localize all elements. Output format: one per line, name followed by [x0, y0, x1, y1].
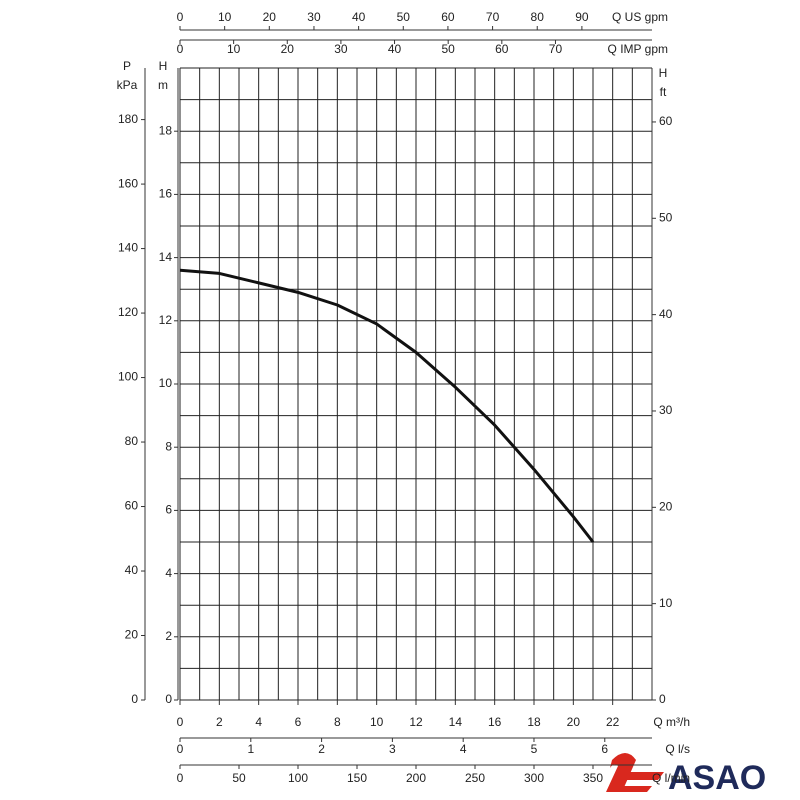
x2-tick-label: 0 [177, 42, 184, 56]
axis-label: Q US gpm [612, 10, 668, 24]
axis-label: H [659, 66, 668, 80]
x2-tick-label: 150 [347, 771, 367, 785]
axis-label: Q IMP gpm [608, 42, 668, 56]
y-axis-label: H [159, 59, 168, 73]
axis-label: P [123, 59, 131, 73]
y-tick-label: 2 [165, 629, 172, 643]
y2-tick-label: 30 [659, 403, 673, 417]
x-tick-label: 22 [606, 715, 620, 729]
axis-label: Q l/min [652, 771, 690, 785]
x2-tick-label: 60 [441, 10, 455, 24]
y2-tick-label: 60 [125, 499, 139, 513]
logo: ASAO [606, 753, 766, 797]
x-tick-label: 2 [216, 715, 223, 729]
y-tick-label: 6 [165, 503, 172, 517]
x2-tick-label: 0 [177, 10, 184, 24]
y-tick-label: 18 [159, 123, 173, 137]
curve [179, 268, 595, 543]
y-tick-label: 14 [159, 250, 173, 264]
x-tick-label: 20 [567, 715, 581, 729]
y2-tick-label: 140 [118, 241, 138, 255]
y2-tick-label: 50 [659, 210, 673, 224]
x2-tick-label: 0 [177, 771, 184, 785]
y2-tick-label: 100 [118, 370, 138, 384]
x2-tick-label: 70 [549, 42, 563, 56]
y2-tick-label: 120 [118, 305, 138, 319]
y2-tick-label: 40 [125, 563, 139, 577]
y-axis-label: m [158, 78, 168, 92]
y-tick-label: 10 [159, 376, 173, 390]
x2-tick-label: 20 [263, 10, 277, 24]
x2-tick-label: 50 [397, 10, 411, 24]
x2-tick-label: 100 [288, 771, 308, 785]
x-tick-label: 8 [334, 715, 341, 729]
y-tick-label: 0 [165, 692, 172, 706]
x2-tick-label: 2 [318, 742, 325, 756]
x-tick-label: 0 [177, 715, 184, 729]
x-tick-label: 18 [527, 715, 541, 729]
x2-tick-label: 1 [247, 742, 254, 756]
x-tick-label: 16 [488, 715, 502, 729]
x2-tick-label: 5 [531, 742, 538, 756]
x2-tick-label: 10 [218, 10, 232, 24]
x2-tick-label: 40 [352, 10, 366, 24]
x2-tick-label: 90 [575, 10, 589, 24]
y2-tick-label: 80 [125, 434, 139, 448]
x-axis-label: Q m³/h [653, 715, 690, 729]
x2-tick-label: 60 [495, 42, 509, 56]
x2-tick-label: 4 [460, 742, 467, 756]
x2-tick-label: 30 [307, 10, 321, 24]
x2-tick-label: 6 [601, 742, 608, 756]
x-tick-label: 14 [449, 715, 463, 729]
x2-tick-label: 0 [177, 742, 184, 756]
y2-tick-label: 0 [131, 692, 138, 706]
x2-tick-label: 200 [406, 771, 426, 785]
x2-tick-label: 350 [583, 771, 603, 785]
x2-tick-label: 70 [486, 10, 500, 24]
y-tick-label: 8 [165, 439, 172, 453]
y2-tick-label: 20 [659, 499, 673, 513]
y2-tick-label: 10 [659, 596, 673, 610]
axis-label: Q l/s [665, 742, 690, 756]
y-tick-label: 16 [159, 187, 173, 201]
logo-mark [606, 753, 636, 792]
y2-tick-label: 160 [118, 176, 138, 190]
axis-label: ft [660, 85, 667, 99]
y2-tick-label: 20 [125, 628, 139, 642]
logo-mark [619, 772, 664, 792]
x2-tick-label: 10 [227, 42, 241, 56]
x-tick-label: 6 [295, 715, 302, 729]
x2-tick-label: 30 [334, 42, 348, 56]
x2-tick-label: 40 [388, 42, 402, 56]
x2-tick-label: 20 [281, 42, 295, 56]
y-tick-label: 12 [159, 313, 173, 327]
x-tick-label: 10 [370, 715, 384, 729]
x2-tick-label: 300 [524, 771, 544, 785]
x2-tick-label: 250 [465, 771, 485, 785]
x2-tick-label: 80 [531, 10, 545, 24]
axis-label: kPa [117, 78, 138, 92]
logo-text: ASAO [668, 759, 766, 797]
y2-tick-label: 40 [659, 307, 673, 321]
x2-tick-label: 50 [442, 42, 456, 56]
x2-tick-label: 50 [232, 771, 246, 785]
x-tick-label: 4 [255, 715, 262, 729]
x2-tick-label: 3 [389, 742, 396, 756]
y2-tick-label: 60 [659, 114, 673, 128]
y2-tick-label: 0 [659, 692, 666, 706]
y2-tick-label: 180 [118, 112, 138, 126]
x-tick-label: 12 [409, 715, 423, 729]
y-tick-label: 4 [165, 566, 172, 580]
